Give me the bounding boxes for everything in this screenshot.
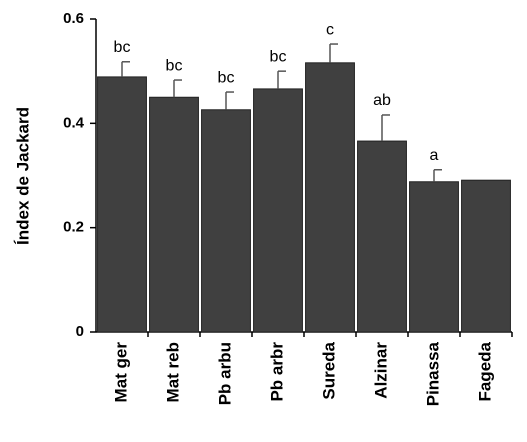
annotation: bc [270, 48, 287, 65]
annotation: a [430, 147, 439, 164]
bar [149, 96, 199, 333]
y-axis-label: Índex de Jackard [13, 107, 32, 245]
x-tick-label: Mat ger [111, 342, 130, 403]
annotation: ab [373, 92, 391, 109]
x-tick-label: Mat reb [163, 342, 182, 402]
bar [357, 140, 407, 333]
annotation: bc [114, 39, 131, 56]
annotation: bc [218, 69, 235, 86]
bar [461, 179, 511, 333]
y-tick-label: 0.6 [63, 10, 84, 27]
x-tick-label: Pb arbr [267, 342, 286, 402]
annotation: c [326, 21, 334, 38]
y-tick-label: 0 [76, 323, 84, 340]
y-tick-label: 0.4 [63, 114, 85, 131]
x-tick-label: Pb arbu [215, 342, 234, 405]
bar [253, 88, 303, 333]
x-tick-label: Alzinar [371, 342, 390, 399]
y-tick-label: 0.2 [63, 219, 84, 236]
x-tick-label: Sureda [319, 341, 338, 399]
bar [201, 109, 251, 333]
annotation: bc [166, 57, 183, 74]
x-tick-label: Fageda [475, 341, 494, 401]
bar [305, 62, 355, 333]
bar [97, 76, 147, 333]
x-tick-label: Pinassa [423, 341, 442, 406]
bar [409, 181, 459, 333]
